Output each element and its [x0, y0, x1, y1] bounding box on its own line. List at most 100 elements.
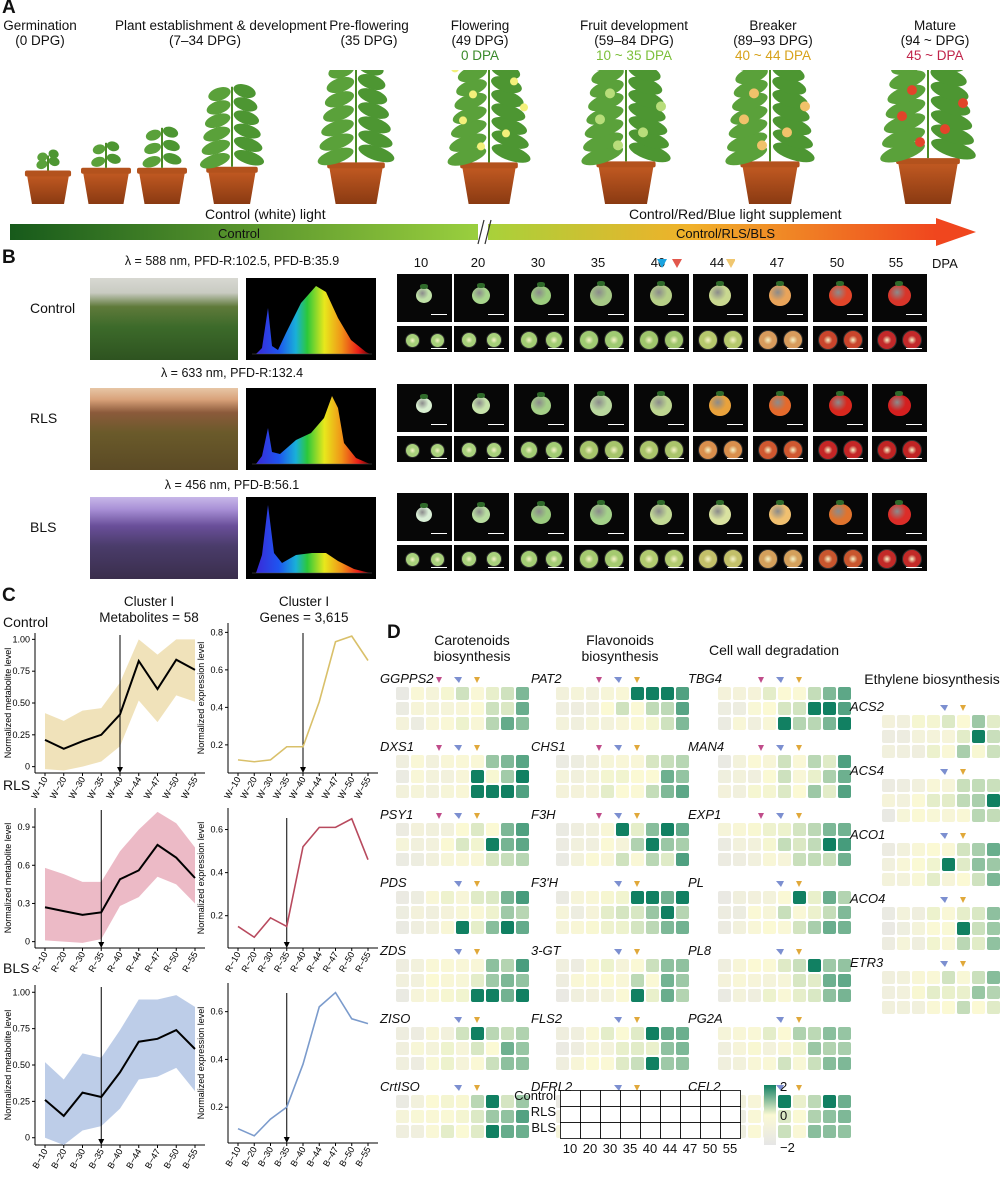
heatmap-cell: [927, 986, 940, 999]
heatmap-cell: [646, 687, 659, 700]
heatmap-cell: [763, 785, 776, 798]
heatmap-cell: [631, 702, 644, 715]
heatmap-cell: [763, 770, 776, 783]
panel-c-label: C: [2, 585, 16, 606]
heatmap-cell: [838, 755, 851, 768]
heatmap-cell: [396, 906, 409, 919]
pot-rim: [596, 161, 656, 168]
heatmap-cell: [586, 785, 599, 798]
heatmap-cell: [763, 717, 776, 730]
heatmap-cell: [676, 891, 689, 904]
scale-bar: [488, 533, 504, 534]
heatmap-cell: [471, 906, 484, 919]
fruit-calyx: [716, 500, 724, 505]
gene-heatmap: [718, 881, 851, 934]
heatmap-cell: [456, 770, 469, 783]
heatmap-cell: [808, 891, 821, 904]
marker-triangle: [454, 813, 462, 819]
heatmap-cell: [586, 1042, 599, 1055]
fruit-section: [698, 549, 718, 569]
cut-fruit-photo: [753, 545, 808, 571]
heatmap-cell: [396, 921, 409, 934]
marker-triangle: [614, 677, 622, 683]
heatmap-cell: [486, 1095, 499, 1108]
legend-cell: [640, 1122, 661, 1139]
heatmap-cell: [882, 922, 895, 935]
heatmap-cell: [987, 986, 1000, 999]
fruit-section: [545, 331, 563, 349]
scale-bar: [727, 533, 743, 534]
heatmap-cell: [912, 986, 925, 999]
heatmap-cell: [733, 823, 746, 836]
fruit: [887, 503, 911, 526]
heatmap-cell: [556, 687, 569, 700]
whole-fruit-photo: [514, 274, 569, 322]
heatmap-cell: [897, 779, 910, 792]
dpa-header: 35: [590, 255, 606, 270]
plant-leaf: [206, 100, 231, 115]
legend-cell: [600, 1106, 621, 1123]
marker-triangle: [614, 949, 622, 955]
heatmap-cell: [823, 974, 836, 987]
heatmap-cell: [501, 717, 514, 730]
plant-leaf: [728, 119, 768, 139]
whole-fruit-photo: [693, 384, 748, 432]
fruit-section: [404, 442, 420, 458]
spectrum-curve: [256, 396, 370, 464]
heatmap-cell: [556, 1027, 569, 1040]
fruit: [769, 395, 791, 416]
heatmap-cell: [748, 989, 761, 1002]
heatmap-cell: [733, 838, 746, 851]
heatmap-cell: [748, 823, 761, 836]
plant-leaf: [491, 103, 526, 122]
cut-fruit-photo: [514, 326, 569, 352]
marker-triangle: [796, 1085, 802, 1091]
plant-leaf: [491, 116, 528, 135]
heatmap-cell: [942, 745, 955, 758]
plant-leaf: [233, 97, 258, 112]
pot-body: [898, 162, 958, 204]
dpa-header: 47: [769, 255, 785, 270]
x-tick-label: B−20: [49, 1147, 68, 1170]
heatmap-cell: [471, 770, 484, 783]
heatmap-cell: [838, 770, 851, 783]
stage-label: Breaker (89–93 DPG) 40 ~ 44 DPA: [683, 18, 863, 63]
heatmap-cell: [556, 906, 569, 919]
heatmap-cell: [556, 974, 569, 987]
plant-pot: [81, 141, 131, 204]
marker-triangle: [474, 881, 480, 887]
heatmap-cell: [676, 755, 689, 768]
heatmap-cell: [823, 1027, 836, 1040]
x-tick-label: B−55: [180, 1147, 199, 1170]
gene-heatmap: [556, 1017, 689, 1070]
heatmap-cell: [972, 794, 985, 807]
heatmap-cell: [778, 702, 791, 715]
heatmap-cell: [733, 770, 746, 783]
heatmap-cell: [556, 891, 569, 904]
heatmap-cell: [793, 687, 806, 700]
scale-bar: [847, 348, 863, 349]
row-label: RLS: [30, 410, 58, 426]
heatmap-cell: [501, 906, 514, 919]
legend-cell: [660, 1106, 681, 1123]
colorbar-gradient: [764, 1085, 776, 1145]
fruit: [416, 507, 432, 523]
heatmap-cell: [987, 922, 1000, 935]
plant-leaf: [772, 89, 808, 109]
whole-fruit-photo: [454, 384, 509, 432]
line-chart: 0 0.25 0.50 0.75 1.00 Normalized metabolite l…: [3, 985, 205, 1170]
heatmap-cell: [411, 1095, 424, 1108]
gene-name: ACS4: [850, 763, 884, 778]
heatmap-cell: [676, 921, 689, 934]
whole-fruit-photo: [872, 384, 927, 432]
colorbar: [764, 1085, 776, 1145]
heatmap-cell: [501, 1095, 514, 1108]
x-tick-label: R−20: [49, 950, 69, 974]
marker-triangle: [614, 1085, 622, 1091]
plant-leaf: [106, 141, 120, 152]
heatmap-cell: [456, 974, 469, 987]
heatmap-cell: [838, 1095, 851, 1108]
heatmap-cell: [426, 1095, 439, 1108]
heatmap-cell: [441, 891, 454, 904]
heatmap-cell: [733, 1027, 746, 1040]
